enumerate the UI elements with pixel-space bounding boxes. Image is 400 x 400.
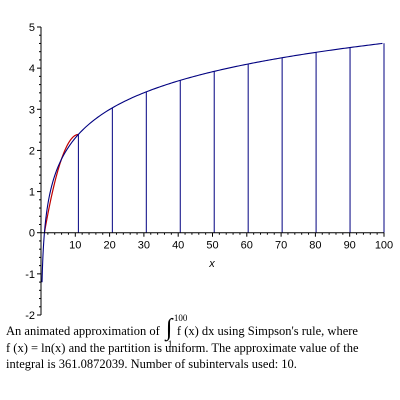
x-tick-label-1: 20 <box>103 240 115 252</box>
integral-lower-limit: 1 <box>167 339 173 349</box>
x-tick-label-2: 30 <box>138 240 150 252</box>
integral-sign: ∫ 100 1 <box>163 313 188 349</box>
axes <box>40 27 384 315</box>
integral-upper-limit: 100 <box>173 313 188 323</box>
x-axis-ticks: 10 20 30 40 50 60 70 80 90 100 <box>47 232 393 252</box>
partition-lines <box>77 43 385 233</box>
y-tick-label-0: -2 <box>25 310 35 320</box>
x-tick-label-7: 80 <box>309 240 321 252</box>
caption-method: using Simpson's rule, where <box>214 324 358 338</box>
y-tick-label-1: -1 <box>25 269 35 281</box>
y-tick-label-5: 3 <box>29 104 35 116</box>
x-tick-label-5: 60 <box>241 240 253 252</box>
y-axis-ticks: -2 -1 0 1 2 3 4 5 <box>25 22 41 320</box>
x-tick-label-6: 70 <box>275 240 287 252</box>
y-tick-label-6: 4 <box>29 63 35 75</box>
x-tick-label-8: 90 <box>344 240 356 252</box>
integrand: f (x) dx <box>176 324 215 338</box>
approximation-curve <box>43 133 79 233</box>
y-tick-label-7: 5 <box>29 22 35 34</box>
x-axis-label: x <box>208 258 215 270</box>
x-tick-label-4: 50 <box>206 240 218 252</box>
caption-line-1: An animated approximation of ∫ 100 1 f (x) … <box>6 313 396 349</box>
y-tick-label-3: 1 <box>29 187 35 199</box>
caption-line-2: f (x) = ln(x) and the partition is unifo… <box>6 340 359 355</box>
caption-intro: An animated approximation of <box>6 324 163 338</box>
caption-line-3: integral is 361.0872039. Number of subin… <box>6 357 297 371</box>
caption: An animated approximation of ∫ 100 1 f (x) … <box>6 313 396 373</box>
y-tick-label-4: 2 <box>29 145 35 157</box>
x-tick-label-3: 40 <box>172 240 184 252</box>
x-tick-label-9: 100 <box>375 240 393 252</box>
simpson-plot: 10 20 30 40 50 60 70 80 90 100 -2 -1 0 1 2 3 4 5 x <box>25 22 393 320</box>
x-tick-label-0: 10 <box>69 240 81 252</box>
function-curve <box>41 42 383 283</box>
y-tick-label-2: 0 <box>29 228 35 240</box>
